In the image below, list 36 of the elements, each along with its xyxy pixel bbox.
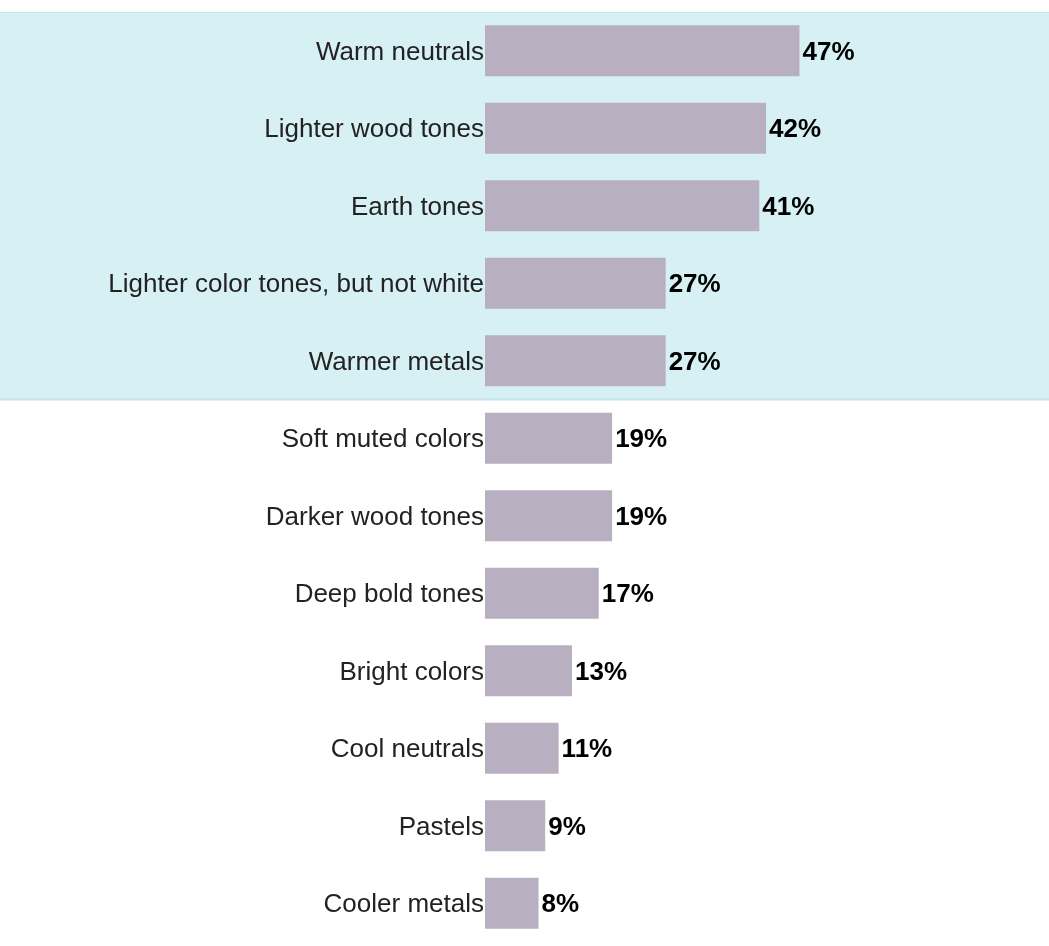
y-tick-label: Lighter wood tones [264,113,484,144]
y-tick-label: Darker wood tones [265,500,484,531]
y-tick-label: Warmer metals [308,345,484,376]
data-label: 41% [762,190,815,221]
bar [485,645,572,697]
data-label: 13% [574,655,628,686]
y-tick-label: Lighter color tones, but not white [108,268,484,299]
y-tick-label: Cooler metals [323,888,484,919]
data-label: 19% [615,423,668,454]
bar [485,335,666,387]
data-label: 47% [802,35,855,66]
bar [485,567,599,619]
data-label: 27% [668,268,721,299]
bar [485,877,539,929]
y-tick-label: Earth tones [351,190,484,221]
bar [485,490,613,542]
data-label: 9% [548,810,586,841]
y-tick-label: Pastels [398,810,484,841]
bar [485,25,800,77]
bar [485,412,613,464]
data-label: 42% [769,113,822,144]
y-tick-label: Deep bold tones [294,578,484,609]
bar [485,180,760,232]
bar [485,722,559,774]
bar [485,800,546,852]
y-tick-label: Soft muted colors [281,423,484,454]
y-tick-label: Cool neutrals [330,733,484,764]
data-label: 17% [601,578,654,609]
data-label: 8% [541,888,580,919]
y-tick-label: Bright colors [339,655,484,686]
bar [485,257,666,309]
bar [485,102,766,154]
data-label: 19% [615,500,668,531]
data-label: 11% [561,733,613,764]
y-tick-label: Warm neutrals [315,35,484,66]
data-label: 27% [668,345,721,376]
